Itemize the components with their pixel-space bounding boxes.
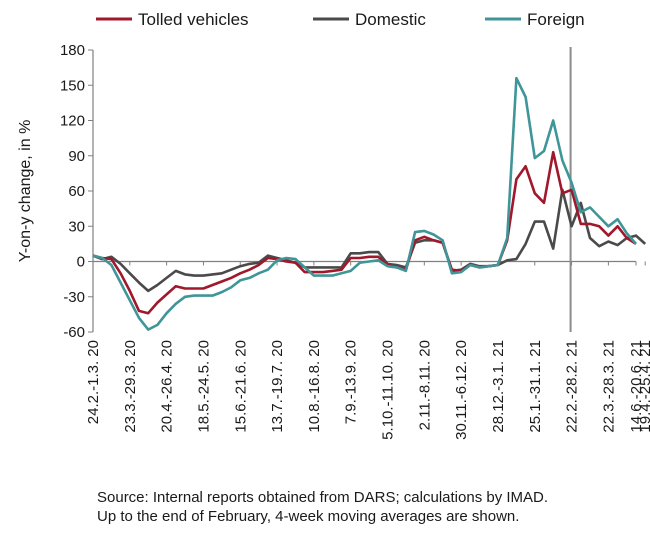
x-tick-label: 18.5.-24.5. 20 — [195, 340, 212, 433]
y-tick-label: 30 — [68, 218, 85, 235]
x-tick-label: 14.6.-20.6. 21 — [628, 340, 645, 433]
x-tick-label: 7.9.-13.9. 20 — [343, 340, 360, 424]
source-line-1: Source: Internal reports obtained from D… — [97, 489, 549, 506]
y-tick-label: 60 — [68, 183, 85, 200]
y-tick-label: 150 — [60, 77, 85, 94]
y-axis-title: Y-on-y change, in % — [17, 120, 34, 263]
series-line-domestic — [92, 188, 647, 293]
legend-label: Domestic — [355, 10, 426, 29]
x-tick-label: 5.10.-11.10. 20 — [380, 340, 397, 440]
y-tick-label: 180 — [60, 42, 85, 59]
legend-label: Tolled vehicles — [138, 10, 249, 29]
x-tick-label: 10.8.-16.8. 20 — [306, 340, 323, 433]
y-tick-label: -60 — [63, 324, 85, 341]
source-note: Source: Internal reports obtained from D… — [97, 488, 637, 526]
x-tick-label: 28.12.-3.1. 21 — [490, 340, 507, 433]
x-tick-label: 15.6.-21.6. 20 — [232, 340, 249, 433]
x-tick-label: 22.2.-28.2. 21 — [564, 340, 581, 433]
x-tick-label: 25.1.-31.1. 21 — [527, 340, 544, 433]
x-tick-label: 2.11.-8.11. 20 — [416, 340, 433, 430]
y-tick-label: 0 — [77, 254, 85, 271]
series-line-tolled-vehicles — [92, 150, 637, 315]
x-tick-label: 23.3.-29.3. 20 — [122, 340, 139, 433]
x-tick-label: 19.4.-25.4. 21 — [637, 340, 650, 433]
series-line-foreign — [92, 76, 637, 331]
series-lines — [92, 76, 647, 331]
x-tick-label: 13.7.-19.7. 20 — [269, 340, 286, 433]
y-tick-label: -30 — [63, 289, 85, 306]
x-tick-label: 24.2.-1.3. 20 — [85, 340, 102, 424]
source-line-2: Up to the end of February, 4-week moving… — [97, 508, 520, 525]
y-tick-label: 90 — [68, 148, 85, 165]
x-tick-label: 22.3.-28.3. 21 — [600, 340, 617, 433]
y-tick-label: 120 — [60, 113, 85, 130]
x-tick-label: 20.4.-26.4. 20 — [159, 340, 176, 433]
legend: Tolled vehicles Domestic Foreign — [96, 10, 585, 29]
legend-label: Foreign — [527, 10, 585, 29]
x-tick-label: 30.11.-6.12. 20 — [453, 340, 470, 440]
